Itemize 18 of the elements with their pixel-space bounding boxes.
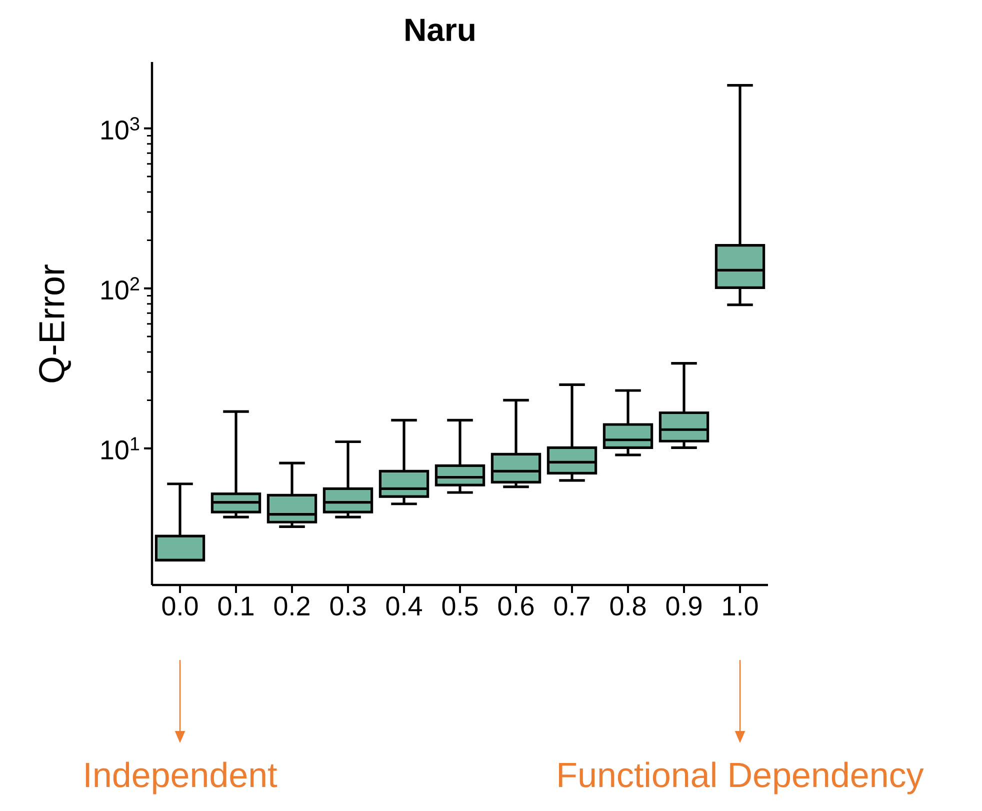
y-tick-label: 10$^{2}$ bbox=[101, 277, 140, 300]
y-tick-label: 10$^{1}$ bbox=[101, 437, 140, 460]
text: Independent bbox=[86, 762, 278, 794]
x-tick-label: 0.9 bbox=[666, 596, 702, 616]
x-tick-label: 1.0 bbox=[723, 596, 758, 616]
x-tick-label: 0.6 bbox=[498, 596, 534, 616]
x-tick-label: 0.8 bbox=[610, 596, 646, 616]
text: Functional Dependency bbox=[559, 762, 924, 794]
x-tick-label: 0.5 bbox=[442, 596, 478, 616]
chart-title: Naru bbox=[406, 18, 474, 42]
x-tick-label: 0.3 bbox=[330, 596, 366, 616]
x-tick-label: 0.4 bbox=[386, 596, 422, 616]
y-axis-title: Q-Error bbox=[39, 264, 71, 382]
x-tick-label: 0.2 bbox=[274, 596, 310, 616]
x-tick-label: 0.7 bbox=[554, 596, 590, 616]
x-tick-label: 0.1 bbox=[218, 596, 254, 616]
y-tick-label: 10$^{3}$ bbox=[101, 117, 140, 140]
x-tick-label: 0.0 bbox=[162, 596, 198, 616]
